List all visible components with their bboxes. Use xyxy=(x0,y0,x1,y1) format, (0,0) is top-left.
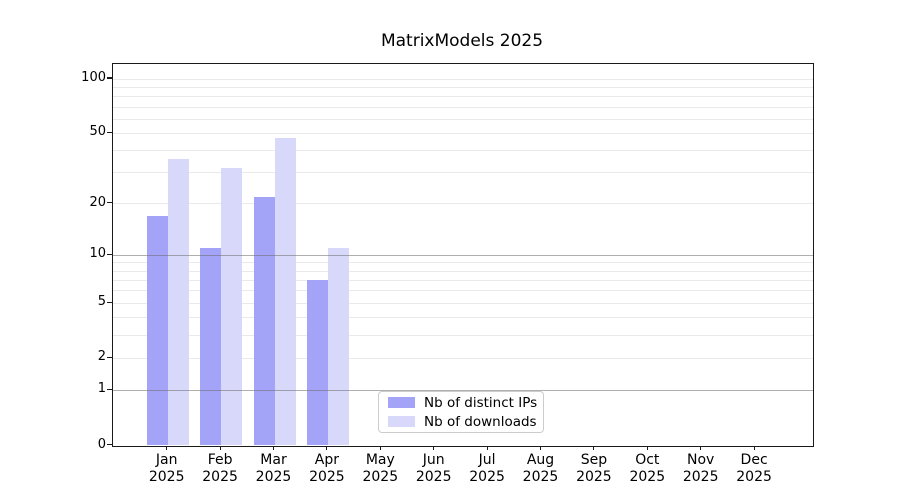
legend-label: Nb of distinct IPs xyxy=(424,394,538,411)
gridline-minor xyxy=(113,132,813,134)
x-axis-tick-mark xyxy=(272,445,275,450)
gridline-minor xyxy=(113,78,813,80)
legend-label: Nb of downloads xyxy=(424,413,537,430)
gridline-minor xyxy=(113,317,813,319)
chart-title: MatrixModels 2025 xyxy=(380,31,544,51)
gridline-major xyxy=(113,389,813,391)
x-axis-tick-label: Apr 2025 xyxy=(309,451,345,486)
y-axis-tick-mark xyxy=(107,131,112,133)
gridline-major xyxy=(113,254,813,256)
bar-distinct-ips xyxy=(306,280,328,446)
gridline-minor xyxy=(113,262,813,264)
y-axis-tick-mark xyxy=(107,301,112,303)
x-axis-tick-mark xyxy=(486,445,488,450)
x-axis-tick-mark xyxy=(646,445,648,450)
x-axis-tick-label: Nov 2025 xyxy=(682,451,719,486)
gridline-minor xyxy=(113,203,813,205)
plot-area xyxy=(112,62,814,447)
y-axis-tick-mark xyxy=(107,388,112,391)
y-axis-tick-mark xyxy=(107,202,112,204)
x-axis-tick-label: Sep 2025 xyxy=(576,451,612,486)
legend-swatch-distinct-ips xyxy=(388,397,415,408)
y-axis-tick-mark xyxy=(107,443,112,446)
x-axis-tick-mark xyxy=(326,445,328,450)
x-axis-tick-label: Mar 2025 xyxy=(255,451,292,486)
legend-item: Nb of downloads xyxy=(388,414,543,430)
x-axis-tick-mark xyxy=(379,445,381,450)
gridline-minor xyxy=(113,334,813,336)
bar-downloads xyxy=(221,167,243,446)
y-axis-tick-mark xyxy=(107,356,112,358)
x-axis-tick-mark xyxy=(433,445,435,450)
gridline-minor xyxy=(113,106,813,108)
legend-swatch-downloads xyxy=(388,416,415,427)
y-axis-tick-label: 2 xyxy=(97,349,106,365)
gridline-minor xyxy=(113,357,813,359)
x-axis-tick-mark xyxy=(753,445,755,450)
y-axis-tick-mark xyxy=(107,77,112,79)
gridline-minor xyxy=(113,150,813,152)
y-axis-tick-label: 5 xyxy=(97,294,106,310)
y-axis-tick-mark xyxy=(107,253,112,255)
x-axis-tick-label: Oct 2025 xyxy=(629,451,666,486)
y-axis-tick-label: 10 xyxy=(89,246,106,262)
bar-distinct-ips xyxy=(253,196,275,446)
y-axis-tick-label: 20 xyxy=(89,194,106,210)
bar-downloads xyxy=(167,158,189,446)
x-axis-tick-label: Jul 2025 xyxy=(469,451,505,486)
x-axis-tick-label: Feb 2025 xyxy=(202,451,238,486)
x-axis-tick-label: Jun 2025 xyxy=(415,451,452,486)
gridline-minor xyxy=(113,96,813,98)
gridline-minor xyxy=(113,290,813,292)
legend-item: Nb of distinct IPs xyxy=(388,395,543,411)
x-axis-tick-mark xyxy=(219,445,221,450)
x-axis-tick-label: Jan 2025 xyxy=(148,451,185,486)
y-axis-tick-label: 100 xyxy=(81,70,106,86)
gridline-minor xyxy=(113,86,813,88)
bar-downloads xyxy=(327,248,349,446)
y-axis-tick-label: 50 xyxy=(89,124,106,140)
x-axis-tick-label: May 2025 xyxy=(362,451,399,486)
bar-downloads xyxy=(274,138,296,446)
bar-distinct-ips xyxy=(200,248,222,446)
gridline-minor xyxy=(113,279,813,281)
x-axis-tick-label: Dec 2025 xyxy=(736,451,772,486)
gridline-minor xyxy=(113,302,813,304)
x-axis-tick-mark xyxy=(700,445,702,450)
x-axis-tick-mark xyxy=(539,445,542,450)
x-axis-tick-mark xyxy=(166,445,168,450)
x-axis-tick-mark xyxy=(593,445,595,450)
y-axis-tick-label: 0 xyxy=(97,436,106,452)
gridline-minor xyxy=(113,270,813,272)
x-axis-tick-label: Aug 2025 xyxy=(522,451,559,486)
gridline-minor xyxy=(113,118,813,120)
y-axis-tick-label: 1 xyxy=(97,381,106,397)
gridline-minor xyxy=(113,172,813,174)
legend: Nb of distinct IPs Nb of downloads xyxy=(378,391,544,433)
bar-distinct-ips xyxy=(146,216,168,446)
